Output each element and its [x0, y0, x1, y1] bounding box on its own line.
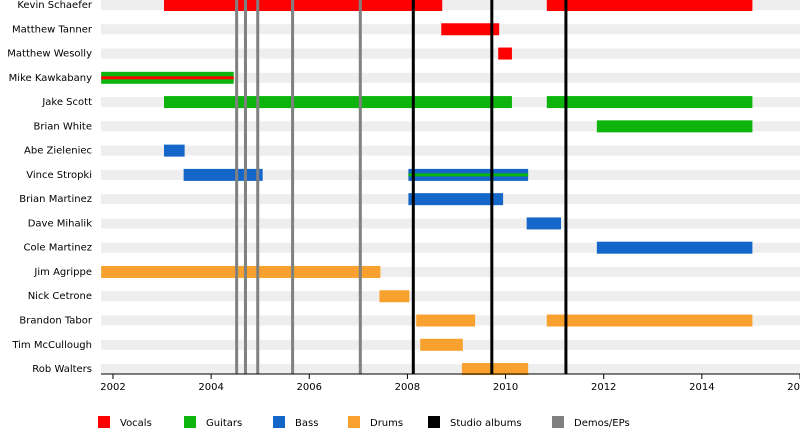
- role-bar: [546, 314, 753, 327]
- x-tick-label: 2004: [198, 382, 223, 393]
- row-label: Kevin Schaefer: [17, 0, 93, 11]
- role-bar: [101, 265, 381, 278]
- row-label: Rob Walters: [32, 364, 92, 375]
- row-band: [101, 291, 800, 302]
- role-bar: [546, 96, 753, 109]
- legend-swatch: [184, 416, 196, 428]
- x-tick-label: 2006: [297, 382, 322, 393]
- x-tick-label: 2002: [100, 382, 125, 393]
- role-bar: [416, 314, 476, 327]
- row-label: Matthew Wesolly: [7, 49, 92, 60]
- role-bar-thin: [101, 76, 234, 80]
- role-bar: [526, 217, 562, 230]
- row-band: [101, 121, 800, 132]
- legend-label: Guitars: [206, 418, 242, 429]
- legend-label: Drums: [370, 418, 403, 429]
- row-band: [101, 0, 800, 10]
- row-label: Brandon Tabor: [19, 316, 92, 327]
- role-bar-thin: [408, 173, 529, 177]
- row-band: [101, 48, 800, 59]
- role-bar: [183, 168, 263, 181]
- x-tick-label: 2012: [591, 382, 616, 393]
- row-band: [101, 266, 800, 277]
- row-label: Dave Mihalik: [28, 218, 93, 229]
- legend-swatch: [273, 416, 285, 428]
- x-tick-label: 2010: [493, 382, 518, 393]
- legend-label: Vocals: [120, 418, 152, 429]
- row-label: Vince Stropki: [26, 170, 92, 181]
- row-band: [101, 242, 800, 253]
- row-label: Abe Zieleniec: [24, 146, 92, 157]
- row-band: [101, 145, 800, 156]
- row-label: Jim Agrippe: [33, 267, 92, 278]
- row-label: Jake Scott: [41, 97, 92, 108]
- role-bar: [408, 193, 504, 206]
- role-bar: [441, 23, 500, 36]
- row-label: Brian White: [34, 121, 92, 132]
- row-band: [101, 72, 800, 83]
- role-bar: [164, 144, 185, 157]
- role-bar: [164, 96, 512, 109]
- role-bar: [498, 47, 512, 60]
- x-tick-label: 2016: [787, 382, 800, 393]
- role-bar: [420, 338, 463, 351]
- legend-swatch: [552, 416, 564, 428]
- role-bar: [596, 120, 753, 133]
- x-tick-label: 2008: [395, 382, 420, 393]
- role-bar: [164, 0, 443, 11]
- legend-swatch: [428, 416, 440, 428]
- row-label: Mike Kawkabany: [9, 73, 92, 84]
- row-label: Nick Cetrone: [28, 291, 92, 302]
- x-tick-label: 2014: [689, 382, 714, 393]
- row-band: [101, 364, 800, 375]
- role-bar: [596, 241, 753, 254]
- row-label: Cole Martinez: [23, 243, 92, 254]
- role-bar: [546, 0, 753, 11]
- row-label: Matthew Tanner: [12, 24, 93, 35]
- legend-swatch: [348, 416, 360, 428]
- row-label: Tim McCullough: [11, 340, 92, 351]
- legend-label: Bass: [295, 418, 318, 429]
- legend-label: Studio albums: [450, 418, 522, 429]
- role-bar: [379, 290, 410, 303]
- row-label: Brian Martinez: [19, 194, 92, 205]
- role-bar: [461, 363, 529, 376]
- legend-swatch: [98, 416, 110, 428]
- row-band: [101, 218, 800, 229]
- legend-label: Demos/EPs: [574, 418, 630, 429]
